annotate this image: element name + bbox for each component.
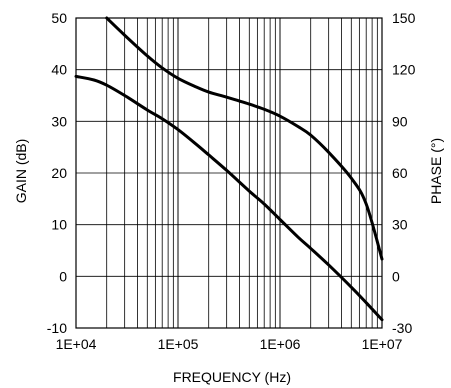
grid-lines xyxy=(75,17,383,329)
x-tick-labels: 1E+04 1E+05 1E+06 1E+07 xyxy=(56,336,403,352)
y-right-tick-label: 60 xyxy=(392,165,408,181)
y-right-tick-label: 120 xyxy=(392,62,416,78)
plot-frame xyxy=(75,17,383,329)
gain-curve xyxy=(74,74,384,322)
x-tick-label: 1E+07 xyxy=(362,336,403,352)
y-right-tick-label: -30 xyxy=(392,320,412,336)
x-tick-label: 1E+05 xyxy=(158,336,199,352)
y-left-axis-label: GAIN (dB) xyxy=(13,139,29,204)
y-left-tick-label: 40 xyxy=(51,62,67,78)
y-left-tick-label: 50 xyxy=(51,10,67,26)
y-right-tick-label: 150 xyxy=(392,10,416,26)
y-left-tick-labels: 50 40 30 20 10 0 -10 xyxy=(47,10,67,336)
y-right-tick-label: 90 xyxy=(392,113,408,129)
y-left-tick-label: 30 xyxy=(51,113,67,129)
x-tick-label: 1E+04 xyxy=(56,336,97,352)
y-left-tick-label: -10 xyxy=(47,320,67,336)
y-right-tick-label: 30 xyxy=(392,217,408,233)
series-lines xyxy=(74,16,384,322)
phase-curve xyxy=(105,16,384,261)
y-left-tick-label: 0 xyxy=(59,268,67,284)
y-right-tick-labels: 150 120 90 60 30 0 -30 xyxy=(392,10,416,336)
x-axis-label: FREQUENCY (Hz) xyxy=(173,369,291,385)
y-right-axis-label: PHASE (°) xyxy=(428,138,444,204)
y-left-tick-label: 20 xyxy=(51,165,67,181)
y-left-tick-label: 10 xyxy=(51,217,67,233)
y-right-tick-label: 0 xyxy=(392,268,400,284)
x-tick-label: 1E+06 xyxy=(260,336,301,352)
